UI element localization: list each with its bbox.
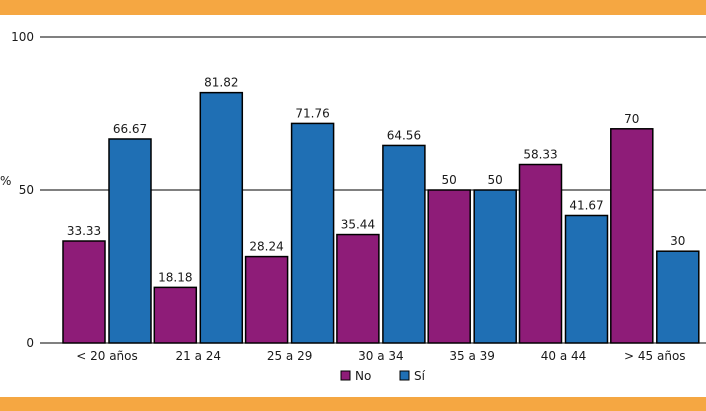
- bar-no: [62, 240, 106, 344]
- data-label: 64.56: [387, 128, 421, 142]
- data-label: 28.24: [249, 240, 283, 254]
- x-tick-label: > 45 años: [624, 349, 686, 363]
- bar-si: [108, 138, 152, 344]
- data-label: 81.82: [204, 76, 238, 90]
- data-label: 41.67: [569, 198, 603, 212]
- y-tick-label: 0: [26, 336, 34, 350]
- data-label: 50: [442, 173, 457, 187]
- data-label: 18.18: [158, 270, 192, 284]
- legend-swatch-si: [399, 370, 410, 381]
- x-tick-label: < 20 años: [76, 349, 138, 363]
- legend-label-si: Sí: [414, 369, 426, 383]
- legend: No Sí: [340, 369, 426, 383]
- data-label: 33.33: [67, 224, 101, 238]
- x-tick-label: 25 a 29: [267, 349, 313, 363]
- bar-si: [290, 122, 335, 344]
- data-label: 30: [670, 234, 685, 248]
- bar-si: [564, 214, 609, 344]
- data-labels: 33.33 66.67 18.18 81.82 28.24 71.76 35.44 64.56…: [67, 76, 686, 285]
- bar-si: [473, 189, 517, 344]
- x-tick-label: 35 a 39: [449, 349, 495, 363]
- y-axis-ticks: 0 50 100: [11, 30, 34, 350]
- bars: [62, 91, 700, 344]
- bar-no: [336, 233, 380, 344]
- legend-label-no: No: [355, 369, 371, 383]
- top-band: [0, 0, 706, 15]
- bar-si: [656, 250, 700, 344]
- bar-no: [518, 163, 563, 344]
- bar-si: [199, 91, 244, 344]
- bar-no: [427, 189, 471, 344]
- bar-no: [244, 255, 289, 344]
- x-tick-label: 30 a 34: [358, 349, 404, 363]
- data-label: 70: [624, 112, 639, 126]
- bar-si: [382, 144, 426, 344]
- y-axis-label: %: [0, 174, 11, 188]
- legend-swatch-no: [340, 370, 351, 381]
- y-tick-label: 50: [19, 183, 34, 197]
- bar-no: [153, 286, 198, 344]
- x-tick-label: 40 a 44: [541, 349, 587, 363]
- data-label: 58.33: [523, 148, 557, 162]
- data-label: 66.67: [113, 122, 147, 136]
- bottom-band: [0, 397, 706, 411]
- bar-no: [610, 128, 654, 344]
- data-label: 35.44: [341, 218, 375, 232]
- y-tick-label: 100: [11, 30, 34, 44]
- x-axis-ticks: < 20 años 21 a 24 25 a 29 30 a 34 35 a 39 40 …: [76, 349, 685, 363]
- data-label: 50: [488, 173, 503, 187]
- x-tick-label: 21 a 24: [176, 349, 222, 363]
- data-label: 71.76: [295, 106, 329, 120]
